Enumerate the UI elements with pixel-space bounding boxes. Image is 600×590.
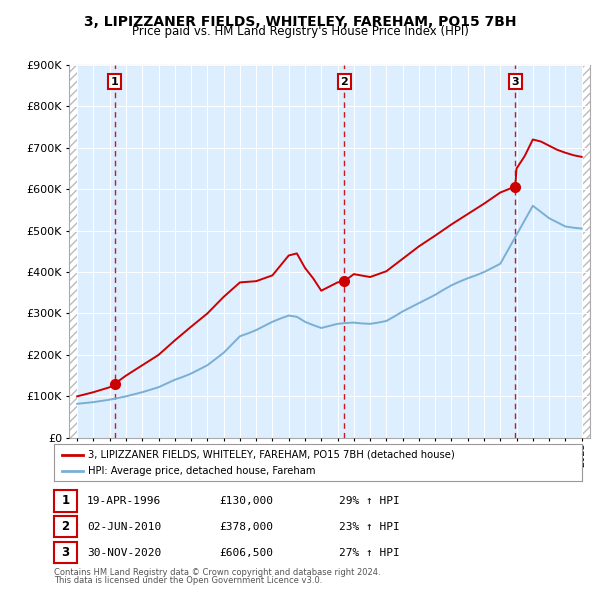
Text: 3, LIPIZZANER FIELDS, WHITELEY, FAREHAM, PO15 7BH (detached house): 3, LIPIZZANER FIELDS, WHITELEY, FAREHAM,… [88,450,455,460]
Text: Price paid vs. HM Land Registry's House Price Index (HPI): Price paid vs. HM Land Registry's House … [131,25,469,38]
Text: 02-JUN-2010: 02-JUN-2010 [87,522,161,532]
Text: 1: 1 [110,77,118,87]
Text: 2: 2 [340,77,348,87]
Text: Contains HM Land Registry data © Crown copyright and database right 2024.: Contains HM Land Registry data © Crown c… [54,568,380,577]
Text: 19-APR-1996: 19-APR-1996 [87,496,161,506]
Text: HPI: Average price, detached house, Fareham: HPI: Average price, detached house, Fare… [88,466,316,476]
Text: 3: 3 [511,77,519,87]
Text: £606,500: £606,500 [219,548,273,558]
Text: 29% ↑ HPI: 29% ↑ HPI [339,496,400,506]
Text: 3: 3 [61,546,70,559]
Text: This data is licensed under the Open Government Licence v3.0.: This data is licensed under the Open Gov… [54,576,322,585]
Text: 27% ↑ HPI: 27% ↑ HPI [339,548,400,558]
Text: 1: 1 [61,494,70,507]
Text: 3, LIPIZZANER FIELDS, WHITELEY, FAREHAM, PO15 7BH: 3, LIPIZZANER FIELDS, WHITELEY, FAREHAM,… [84,15,516,29]
Text: 2: 2 [61,520,70,533]
Text: £378,000: £378,000 [219,522,273,532]
Bar [581,65,590,438]
Text: 23% ↑ HPI: 23% ↑ HPI [339,522,400,532]
Bar [69,65,77,438]
Text: £130,000: £130,000 [219,496,273,506]
Text: 30-NOV-2020: 30-NOV-2020 [87,548,161,558]
